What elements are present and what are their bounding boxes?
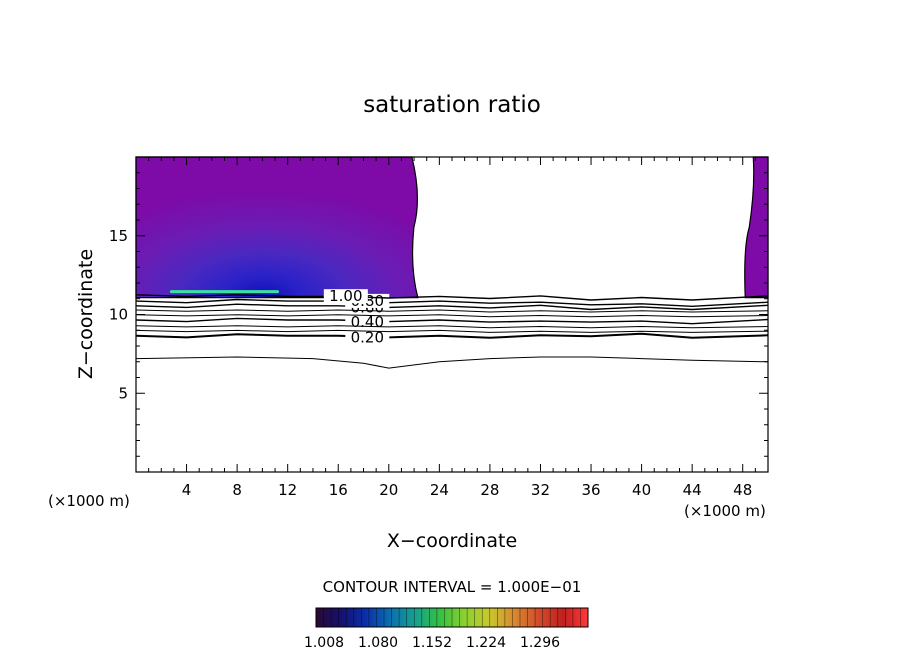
- contour-line: [135, 325, 769, 329]
- contour-label: 1.00: [329, 287, 362, 305]
- colorbar-ticks: [323, 608, 581, 627]
- colorbar-label: 1.080: [358, 635, 398, 651]
- contour-lines: 0.200.400.600.801.00: [135, 287, 769, 369]
- colorbar-labels: 1.008 1.080 1.152 1.224 1.296: [304, 635, 560, 651]
- contour-line: [135, 317, 769, 325]
- contour-line: [135, 303, 769, 311]
- x-unit-right: (×1000 m): [684, 502, 766, 520]
- y-axis-ticks: 5 10 15: [109, 172, 768, 457]
- contour-label-bg: [323, 289, 368, 304]
- x-tick-label: 44: [683, 481, 702, 499]
- x-unit-left: (×1000 m): [48, 492, 130, 510]
- x-axis-label: X−coordinate: [387, 530, 517, 552]
- colorbar-label: 1.008: [304, 635, 344, 651]
- x-tick-label: 20: [379, 481, 398, 499]
- x-axis-ticks: 4 8 12 16 20 24 28 32 36 40 44 48: [148, 157, 756, 499]
- supersaturated-regions: [135, 156, 769, 299]
- x-tick-label: 4: [182, 481, 192, 499]
- contour-label-bg: [345, 314, 390, 329]
- y-tick-label: 10: [109, 306, 128, 324]
- x-tick-label: 40: [632, 481, 651, 499]
- contour-line: [135, 332, 769, 339]
- contour-interval-text: CONTOUR INTERVAL = 1.000E−01: [323, 578, 582, 596]
- outer-contour-line: [135, 356, 769, 369]
- x-tick-label: 24: [430, 481, 449, 499]
- x-tick-label: 12: [278, 481, 297, 499]
- chart-title: saturation ratio: [363, 92, 541, 118]
- x-tick-label: 48: [733, 481, 752, 499]
- y-tick-label: 5: [118, 384, 128, 402]
- colorbar-label: 1.296: [520, 635, 560, 651]
- contour-label-bg: [345, 330, 390, 345]
- supersaturated-region: [744, 156, 769, 299]
- x-tick-label: 32: [531, 481, 550, 499]
- colorbar-label: 1.152: [412, 635, 452, 651]
- x-tick-label: 8: [232, 481, 242, 499]
- supersaturated-region: [135, 156, 419, 299]
- contour-label: 0.20: [351, 329, 384, 347]
- y-axis-label: Z−coordinate: [75, 249, 97, 379]
- contour-line: [135, 314, 769, 318]
- contour-line: [135, 309, 769, 313]
- contour-line: [135, 298, 769, 308]
- contour-line: [135, 294, 769, 301]
- colorbar-label: 1.224: [466, 635, 506, 651]
- y-tick-label: 15: [109, 227, 128, 245]
- x-tick-label: 16: [329, 481, 348, 499]
- contour-line: [135, 329, 769, 333]
- x-tick-label: 28: [480, 481, 499, 499]
- x-tick-label: 36: [581, 481, 600, 499]
